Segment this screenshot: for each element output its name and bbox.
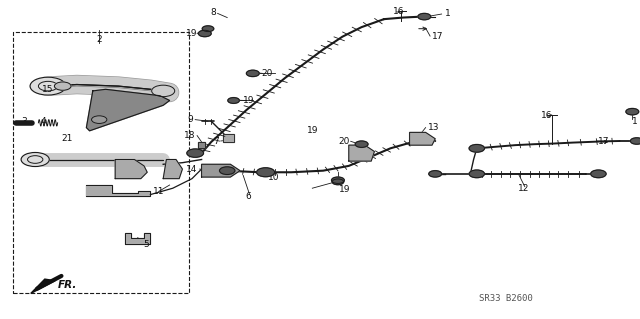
Circle shape [469,170,484,178]
Text: 19: 19 [186,29,197,38]
Polygon shape [349,145,374,161]
Circle shape [429,171,442,177]
Text: 14: 14 [186,165,197,174]
Text: 6: 6 [246,192,251,201]
Text: 1: 1 [445,9,451,18]
Polygon shape [163,160,182,179]
Circle shape [198,30,211,37]
Circle shape [626,108,639,115]
Text: 4: 4 [41,117,46,126]
Bar [223,134,234,142]
Polygon shape [410,132,435,145]
Text: 1: 1 [632,117,638,126]
Text: 17: 17 [432,32,444,41]
Text: 16: 16 [541,111,553,120]
Text: 19: 19 [339,185,350,194]
Polygon shape [86,89,170,131]
Text: 3: 3 [22,117,27,126]
Polygon shape [86,185,150,196]
Text: 10: 10 [268,173,280,182]
Bar [198,142,205,148]
Bar [223,134,234,142]
Text: 9: 9 [188,115,193,124]
Text: 20: 20 [339,137,350,146]
Text: 11: 11 [153,187,164,196]
Circle shape [630,138,640,144]
Bar [198,142,205,148]
Text: 7: 7 [213,137,219,146]
Circle shape [21,152,49,167]
Circle shape [228,98,239,103]
Text: SR33 B2600: SR33 B2600 [479,294,532,303]
Text: 19: 19 [243,96,255,105]
Polygon shape [31,279,55,293]
Circle shape [30,77,66,95]
Text: 15: 15 [42,85,54,94]
Text: 13: 13 [428,123,439,132]
Circle shape [332,177,344,183]
Text: 21: 21 [61,134,73,143]
Circle shape [187,149,204,157]
Circle shape [246,70,259,77]
Circle shape [355,141,368,147]
Circle shape [92,116,107,123]
Polygon shape [202,164,240,177]
Text: 20: 20 [261,69,273,78]
Circle shape [152,85,175,97]
Text: 2: 2 [97,35,102,44]
Circle shape [202,26,214,32]
Circle shape [54,82,71,90]
Text: 16: 16 [393,7,404,16]
Polygon shape [125,233,150,244]
Circle shape [418,13,431,20]
Text: 19: 19 [307,126,318,135]
Circle shape [591,170,606,178]
Text: 18: 18 [184,131,195,140]
Circle shape [332,179,344,185]
Text: 8: 8 [210,8,216,17]
Bar [13,32,189,293]
Circle shape [257,168,275,177]
Text: 17: 17 [598,137,610,146]
Circle shape [469,145,484,152]
Text: 12: 12 [518,184,529,193]
Polygon shape [115,160,147,179]
Text: FR.: FR. [58,279,77,290]
Circle shape [220,167,235,174]
Text: 5: 5 [143,240,148,249]
